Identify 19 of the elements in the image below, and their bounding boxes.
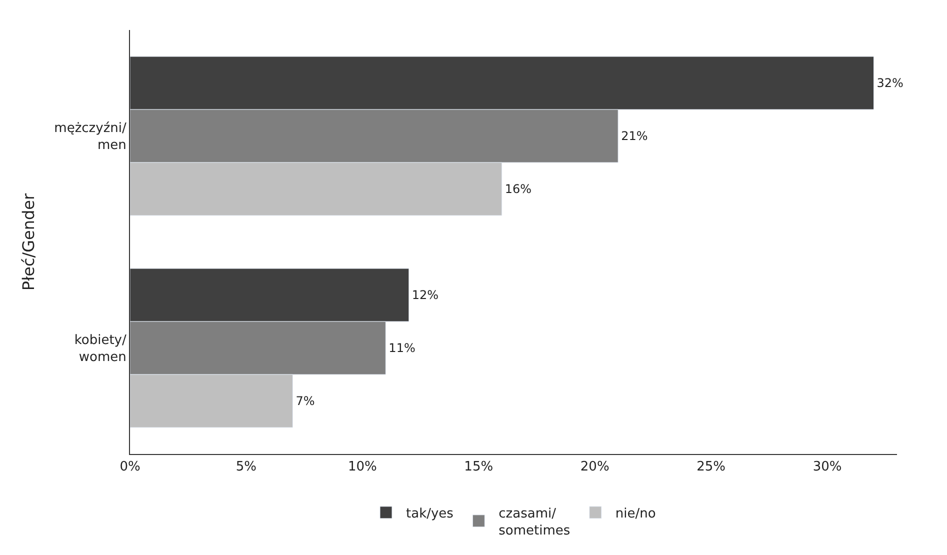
y-tick-label: mężczyźni/ men xyxy=(54,121,128,153)
y-tick-label: kobiety/ women xyxy=(74,333,128,365)
legend-label: tak/yes xyxy=(406,506,454,522)
x-tick-label: 10% xyxy=(348,460,377,475)
x-tick-label: 15% xyxy=(464,460,494,475)
legend-label: czasami/ sometimes xyxy=(498,506,570,538)
data-label: 12% xyxy=(412,288,439,302)
x-tick-label: 0% xyxy=(120,460,140,475)
x-tick-label: 5% xyxy=(236,460,257,475)
x-tick-label: 30% xyxy=(812,460,842,475)
data-label: 32% xyxy=(876,76,904,90)
legend-label: nie/no xyxy=(615,506,656,522)
y-axis-title: Płeć/Gender xyxy=(19,192,38,291)
x-tick-label: 25% xyxy=(696,460,726,475)
data-label: 21% xyxy=(621,129,648,143)
data-label: 11% xyxy=(388,341,416,355)
x-tick-label: 20% xyxy=(580,460,610,475)
data-label: 7% xyxy=(296,394,315,408)
data-label: 16% xyxy=(504,182,532,196)
